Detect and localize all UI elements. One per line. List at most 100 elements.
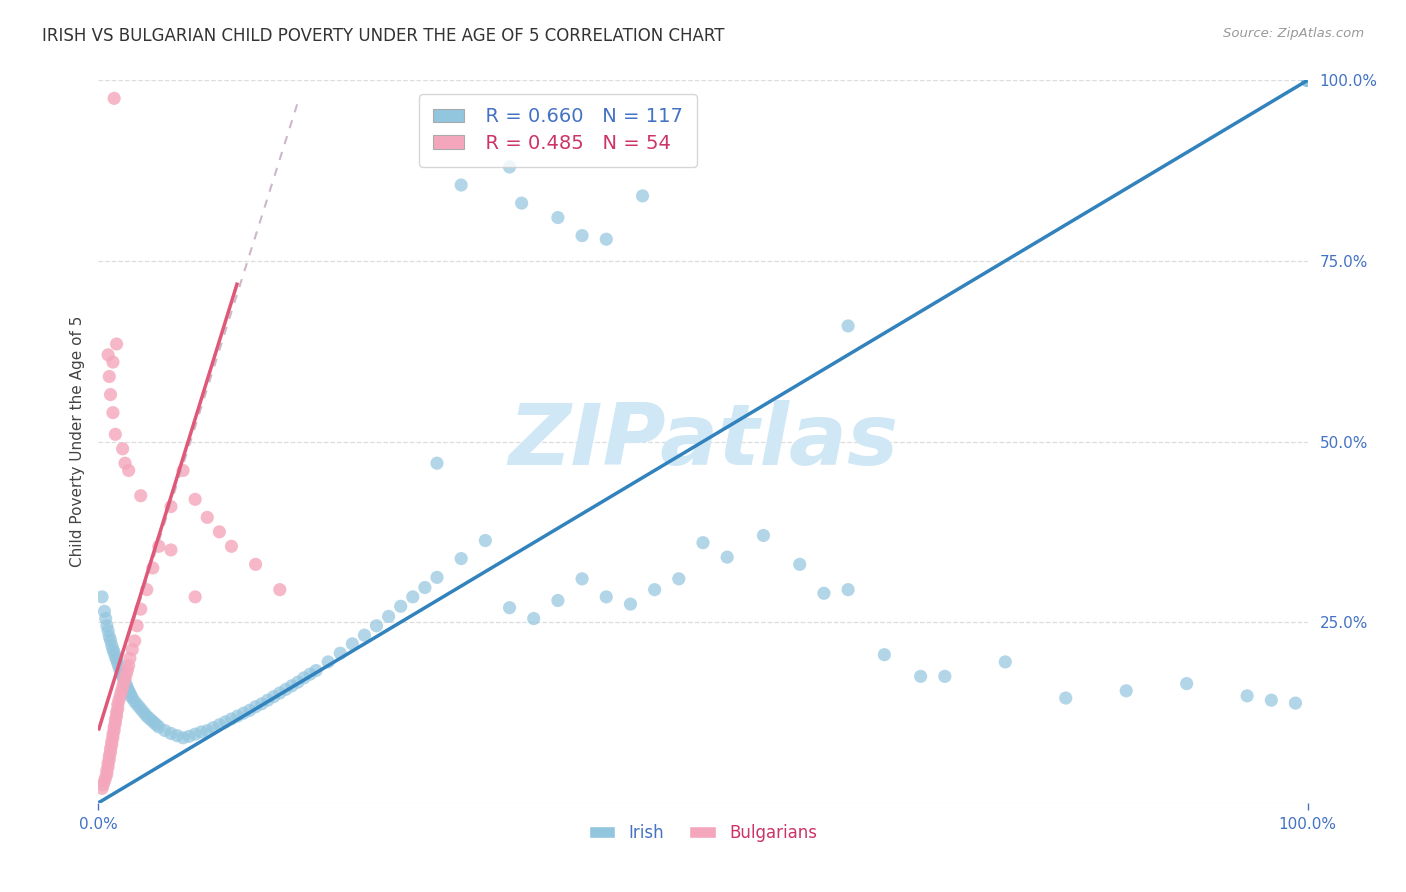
Point xyxy=(115,678,138,692)
Point xyxy=(498,160,520,174)
Point xyxy=(103,91,125,105)
Point xyxy=(101,355,124,369)
Point xyxy=(160,726,183,740)
Point xyxy=(523,611,546,625)
Point xyxy=(245,699,267,714)
Text: Source: ZipAtlas.com: Source: ZipAtlas.com xyxy=(1223,27,1364,40)
Point xyxy=(1296,73,1319,87)
Point xyxy=(474,533,496,548)
Point xyxy=(93,604,115,618)
Point xyxy=(104,716,127,731)
Point xyxy=(98,369,121,384)
Point xyxy=(1296,73,1319,87)
Point xyxy=(143,715,166,730)
Point xyxy=(118,651,141,665)
Point xyxy=(450,551,472,566)
Point xyxy=(114,672,136,686)
Point xyxy=(1296,73,1319,87)
Point xyxy=(135,582,157,597)
Point xyxy=(118,686,141,700)
Point xyxy=(100,387,122,401)
Point xyxy=(389,599,412,614)
Point xyxy=(166,729,188,743)
Point xyxy=(994,655,1017,669)
Point xyxy=(232,706,254,721)
Point xyxy=(342,637,364,651)
Point xyxy=(837,582,859,597)
Point xyxy=(101,406,124,420)
Point xyxy=(208,718,231,732)
Point xyxy=(221,712,243,726)
Point xyxy=(1296,73,1319,87)
Point xyxy=(256,693,278,707)
Point xyxy=(148,720,170,734)
Point xyxy=(153,723,176,738)
Point xyxy=(101,642,124,657)
Point xyxy=(172,463,194,477)
Point xyxy=(111,442,134,456)
Point xyxy=(108,660,131,674)
Point xyxy=(135,709,157,723)
Point xyxy=(91,590,114,604)
Point xyxy=(299,667,322,681)
Point xyxy=(595,590,617,604)
Point xyxy=(114,456,136,470)
Point xyxy=(269,582,291,597)
Point xyxy=(108,693,131,707)
Point xyxy=(668,572,690,586)
Point xyxy=(94,611,117,625)
Point xyxy=(105,653,128,667)
Point xyxy=(214,714,236,729)
Point xyxy=(789,558,811,572)
Point xyxy=(377,609,399,624)
Point xyxy=(118,463,141,477)
Text: IRISH VS BULGARIAN CHILD POVERTY UNDER THE AGE OF 5 CORRELATION CHART: IRISH VS BULGARIAN CHILD POVERTY UNDER T… xyxy=(42,27,724,45)
Point xyxy=(619,597,641,611)
Point xyxy=(1296,73,1319,87)
Point xyxy=(103,720,125,734)
Point xyxy=(1296,73,1319,87)
Point xyxy=(1175,676,1198,690)
Point xyxy=(571,572,593,586)
Point xyxy=(103,723,125,738)
Point xyxy=(141,714,163,728)
Point xyxy=(100,741,122,756)
Point xyxy=(692,535,714,549)
Point xyxy=(644,582,666,597)
Text: ZIPatlas: ZIPatlas xyxy=(508,400,898,483)
Point xyxy=(195,723,218,738)
Point xyxy=(105,337,128,351)
Point xyxy=(112,672,135,686)
Point xyxy=(450,178,472,192)
Point xyxy=(117,681,139,695)
Point xyxy=(269,686,291,700)
Point xyxy=(97,624,120,638)
Point xyxy=(91,781,114,796)
Point xyxy=(716,550,738,565)
Point xyxy=(510,196,533,211)
Point xyxy=(837,318,859,333)
Point xyxy=(103,646,125,660)
Point xyxy=(1296,73,1319,87)
Point xyxy=(160,542,183,557)
Point xyxy=(124,695,146,709)
Point xyxy=(107,702,129,716)
Point xyxy=(96,764,118,778)
Point xyxy=(110,684,132,698)
Point xyxy=(91,778,114,792)
Point xyxy=(571,228,593,243)
Point xyxy=(127,698,149,712)
Point xyxy=(96,619,118,633)
Point xyxy=(105,709,128,723)
Point xyxy=(104,649,127,664)
Point xyxy=(250,697,273,711)
Point xyxy=(329,646,352,660)
Point xyxy=(145,718,167,732)
Point xyxy=(208,524,231,539)
Point xyxy=(101,727,124,741)
Point xyxy=(873,648,896,662)
Point xyxy=(104,427,127,442)
Point xyxy=(110,666,132,681)
Point xyxy=(202,721,225,735)
Point xyxy=(107,657,129,671)
